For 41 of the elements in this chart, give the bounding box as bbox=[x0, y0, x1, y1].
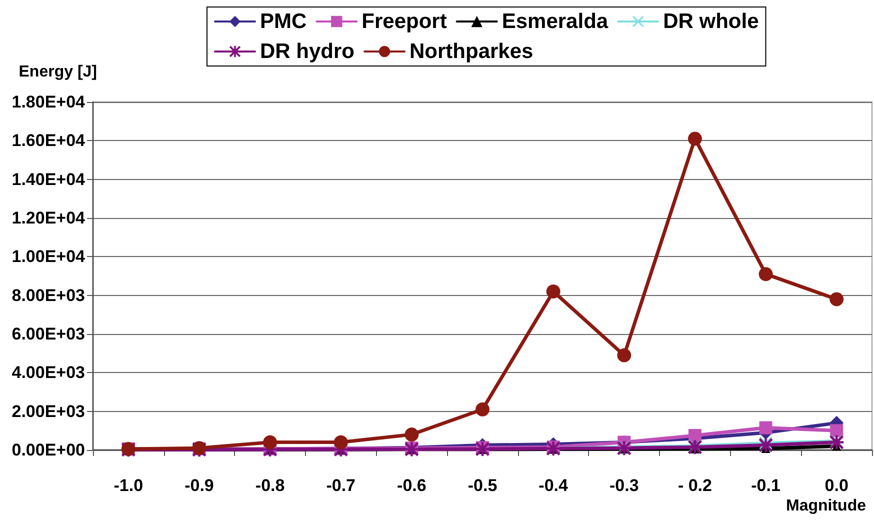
point bbox=[759, 421, 772, 434]
point bbox=[334, 435, 348, 450]
x-tick-label: -0.8 bbox=[255, 476, 285, 495]
point bbox=[617, 348, 632, 362]
y-tick-label: 1.80E+04 bbox=[12, 92, 86, 112]
x-tick-label: -0.7 bbox=[326, 476, 356, 495]
point bbox=[263, 435, 278, 450]
x-tick-label: -0.1 bbox=[751, 476, 780, 495]
y-tick-label: 1.60E+04 bbox=[12, 131, 86, 150]
legend-label: DR hydro bbox=[260, 40, 354, 63]
y-tick-label: 1.40E+04 bbox=[12, 170, 86, 189]
x-tick-label: -0.4 bbox=[538, 476, 569, 495]
legend-label: DR whole bbox=[663, 10, 759, 33]
x-tick-label: -0.3 bbox=[609, 476, 639, 495]
x-tick-label: -1.0 bbox=[114, 476, 144, 495]
legend-label: Northparkes bbox=[410, 40, 534, 63]
point bbox=[476, 402, 490, 416]
y-tick-label: 2.00E+03 bbox=[12, 402, 85, 421]
x-tick-label: -0.5 bbox=[468, 476, 498, 495]
point bbox=[688, 429, 702, 442]
point bbox=[404, 428, 419, 442]
x-tick-label: -0.9 bbox=[184, 476, 214, 495]
x-tick-label: -0.6 bbox=[397, 476, 426, 495]
y-tick-label: 1.20E+04 bbox=[12, 208, 86, 228]
x-tick-label: - 0.2 bbox=[678, 476, 712, 495]
point bbox=[830, 292, 844, 306]
y-tick-label: 4.00E+03 bbox=[12, 363, 85, 382]
point bbox=[758, 267, 773, 282]
legend-label: Esmeralda bbox=[502, 10, 608, 33]
point bbox=[830, 424, 844, 438]
x-tick-label: 0.0 bbox=[824, 476, 848, 495]
legend-label: Freeport bbox=[362, 10, 447, 33]
point bbox=[546, 284, 560, 298]
y-tick-label: 8.00E+03 bbox=[12, 286, 85, 305]
y-tick-label: 1.00E+04 bbox=[12, 247, 86, 266]
y-tick-label: 6.00E+03 bbox=[12, 324, 85, 344]
y-axis-title: Energy [J] bbox=[18, 64, 97, 80]
legend-label: PMC bbox=[260, 10, 307, 33]
y-tick-label: 0.00E+00 bbox=[12, 440, 85, 460]
point bbox=[688, 132, 702, 146]
x-axis-title: Magnitude bbox=[786, 498, 866, 514]
